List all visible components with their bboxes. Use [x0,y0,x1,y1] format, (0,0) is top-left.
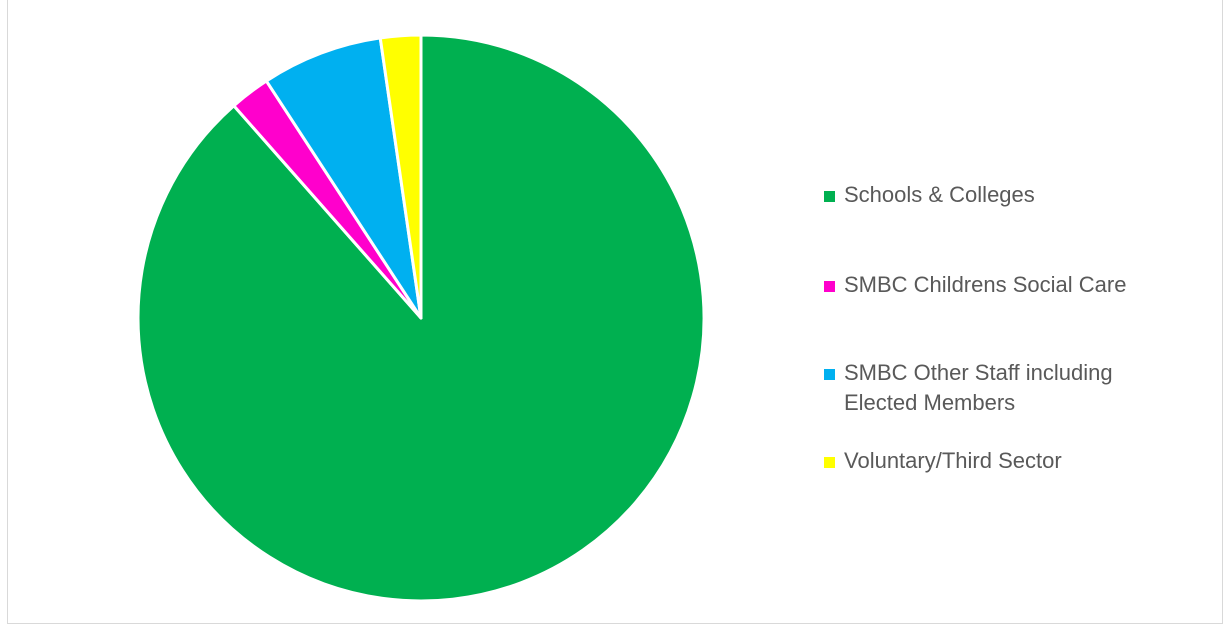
legend-swatch [824,369,835,380]
legend-item-voluntary-third-sector: Voluntary/Third Sector [824,446,1174,476]
legend-item-childrens-social-care: SMBC Childrens Social Care [824,270,1174,300]
legend-item-schools-colleges: Schools & Colleges [824,180,1174,210]
legend-label: Schools & Colleges [844,182,1035,207]
pie-slices [136,33,706,603]
slice-other-staff [264,36,423,320]
legend-label: SMBC Other Staff including Elected Membe… [844,360,1113,415]
legend-swatch [824,457,835,468]
legend-label: Voluntary/Third Sector [844,448,1062,473]
legend-swatch [824,191,835,202]
legend-label: SMBC Childrens Social Care [844,272,1127,297]
legend-item-other-staff: SMBC Other Staff including Elected Membe… [824,358,1174,418]
slice-voluntary-third-sector [378,33,423,320]
legend-swatch [824,281,835,292]
